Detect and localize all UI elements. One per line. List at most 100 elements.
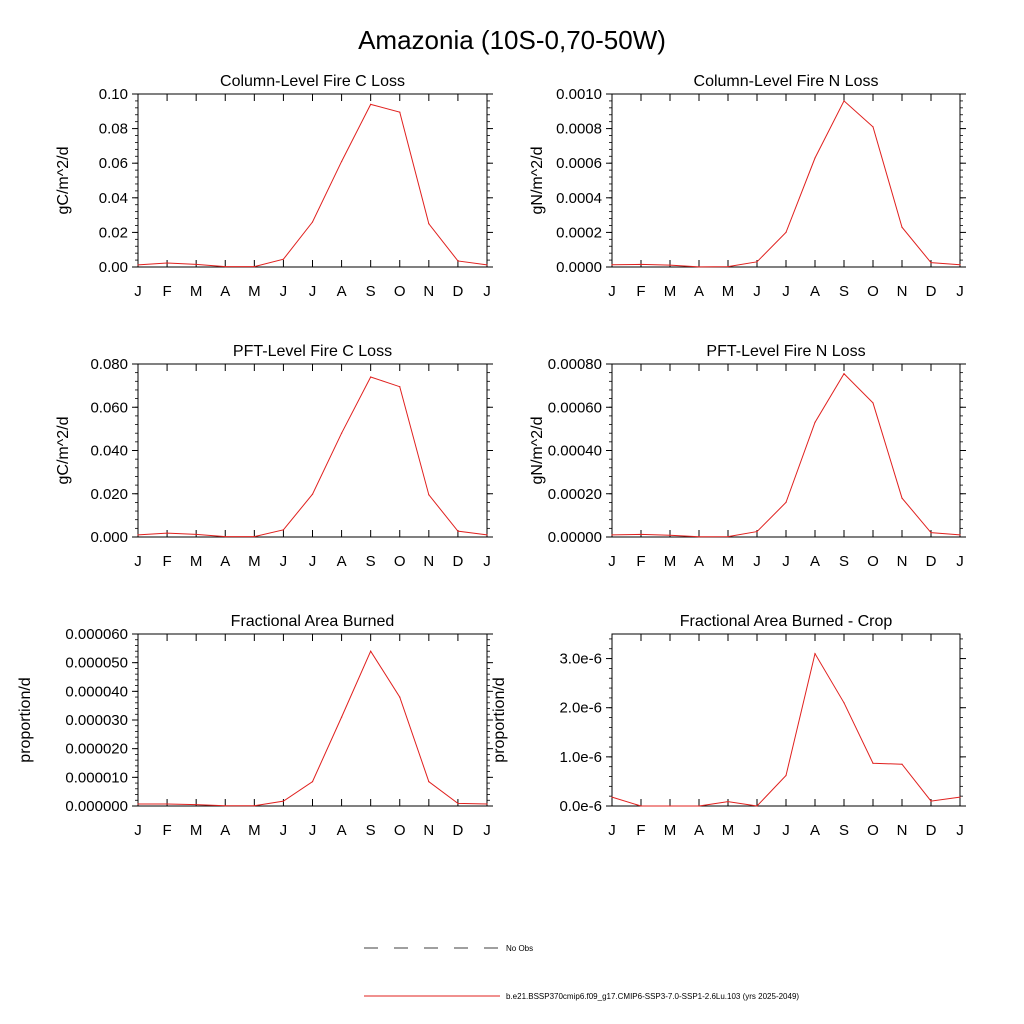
x-tick-label: F [636,283,645,300]
data-point [399,111,401,113]
legend-label-no-obs: No Obs [506,944,533,953]
x-tick-label: M [722,553,735,570]
data-point [901,226,903,228]
x-tick-label: D [926,283,937,300]
y-axis-label: gN/m^2/d [529,417,546,485]
data-point [785,231,787,233]
plot-frame [611,363,961,538]
y-tick-label: 0.000000 [65,798,128,815]
x-tick-label: M [248,553,261,570]
x-tick-label: N [423,822,434,839]
y-tick-label: 0.00020 [548,486,602,503]
y-tick-label: 0.000 [90,529,128,546]
data-point [486,264,488,266]
x-tick-label: J [280,822,288,839]
x-tick-label: J [753,553,761,570]
x-tick-label: J [782,822,790,839]
series-line [137,103,488,268]
x-tick-label: S [366,553,376,570]
x-tick-label: J [483,822,491,839]
data-point [399,386,401,388]
x-tick-label: D [452,283,463,300]
data-point [195,263,197,266]
x-tick-label: D [452,553,463,570]
data-point [224,266,226,268]
data-point [311,493,314,495]
x-tick-label: F [162,553,171,570]
x-tick-label: S [366,283,376,300]
figure-title: Amazonia (10S-0,70-50W) [358,25,666,55]
data-point [340,716,343,718]
legend: No Obs b.e21.BSSP370cmip6.f09_g17.CMIP6-… [364,944,799,1001]
data-point [311,781,314,783]
data-point [340,160,343,163]
data-point [901,763,903,765]
x-tick-label: J [956,822,964,839]
data-point [137,803,139,805]
data-point [727,535,729,538]
x-tick-label: A [694,553,704,570]
y-axis-label: gC/m^2/d [55,417,72,485]
y-tick-label: 0.00080 [548,356,602,373]
y-tick-label: 0.00040 [548,443,602,460]
x-tick-label: J [280,283,288,300]
x-tick-label: J [608,822,616,839]
x-tick-label: F [636,822,645,839]
plot-frame [137,93,488,268]
x-tick-label: S [839,553,849,570]
plot-frame [137,363,488,538]
data-point [698,266,700,268]
x-tick-label: J [134,283,142,300]
y-tick-label: 2.0e-6 [559,700,602,717]
x-tick-label: J [280,553,288,570]
y-tick-label: 0.10 [99,86,128,103]
data-point [756,805,758,807]
data-point [253,535,255,538]
panel-title: PFT-Level Fire C Loss [233,343,392,360]
y-tick-label: 0.00000 [548,529,602,546]
x-tick-label: D [452,822,463,839]
data-point [959,534,961,536]
data-point [756,530,758,533]
data-point [727,800,729,803]
y-tick-label: 0.000010 [65,769,128,786]
y-axis-label: proportion/d [491,677,508,762]
data-point [224,535,226,538]
data-point [370,376,372,378]
data-point [486,803,488,805]
data-point [901,497,903,499]
data-point [457,802,459,805]
series-line [138,650,488,807]
x-tick-label: O [394,283,406,300]
x-tick-label: A [220,553,230,570]
x-tick-label: M [722,283,735,300]
y-tick-label: 0.0000 [556,259,602,276]
panel-title: Column-Level Fire C Loss [220,73,405,90]
data-point [698,536,700,538]
x-tick-label: N [897,553,908,570]
series-line [137,376,488,538]
data-point [814,421,816,423]
y-axis-label: gC/m^2/d [55,147,72,215]
x-tick-label: J [608,553,616,570]
x-tick-label: J [608,283,616,300]
x-tick-label: F [162,283,171,300]
x-tick-label: F [636,553,645,570]
y-tick-label: 0.0008 [556,121,602,138]
x-tick-label: F [162,822,171,839]
panel-title: Fractional Area Burned [231,613,395,630]
x-tick-label: M [190,553,203,570]
data-point [137,264,139,266]
data-point [370,103,372,105]
x-tick-label: S [839,283,849,300]
data-point [224,805,226,807]
data-point [640,805,642,807]
x-tick-label: N [423,553,434,570]
y-tick-label: 0.000060 [65,626,128,643]
